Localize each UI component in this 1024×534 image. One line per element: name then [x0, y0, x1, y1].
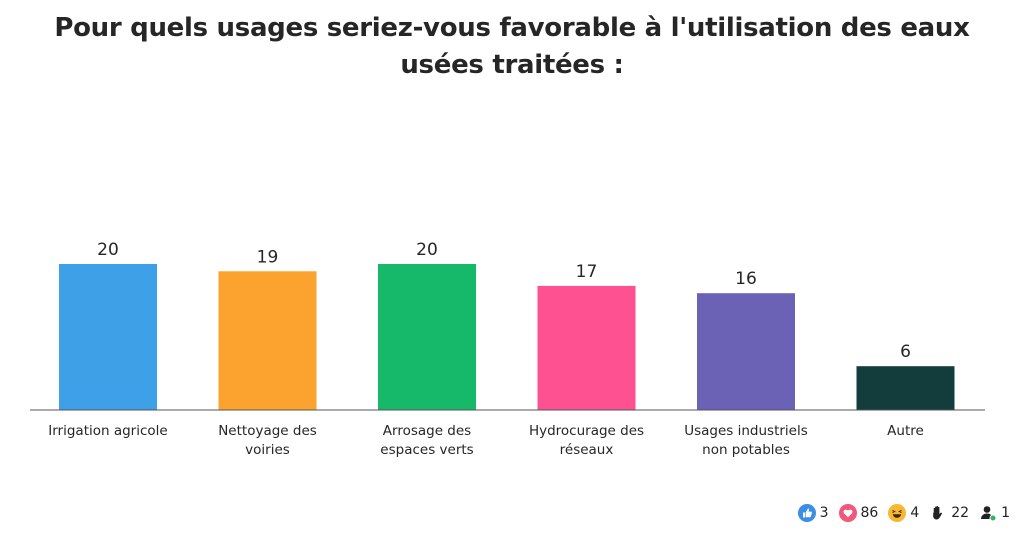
category-label: Irrigation agricole [48, 423, 167, 439]
category-label-line: espaces verts [380, 442, 473, 458]
category-label-line: Arrosage des [383, 423, 471, 439]
laughs-stat[interactable]: 4 [888, 504, 919, 522]
likes-stat[interactable]: 3 [797, 504, 829, 522]
chart-title: Pour quels usages seriez-vous favorable … [54, 13, 970, 80]
hearts-stat[interactable]: 86 [838, 504, 879, 522]
bar-value-label: 20 [97, 240, 119, 260]
likes-count: 3 [819, 505, 829, 521]
bar-4 [697, 293, 795, 410]
bar-value-label: 19 [257, 247, 279, 267]
category-label: Arrosage des espaces verts [380, 423, 473, 458]
bar-5 [856, 366, 955, 410]
bar-2 [378, 264, 476, 410]
hearts-count: 86 [860, 505, 879, 521]
thumbs-up-icon [797, 504, 816, 522]
bar-value-label: 17 [576, 262, 598, 282]
category-label-line: Nettoyage des [218, 423, 317, 439]
bar-value-label: 16 [735, 269, 757, 289]
category-label: Hydrocurage des réseaux [529, 423, 644, 458]
category-label-line: Irrigation agricole [48, 423, 167, 439]
bar-value-label: 20 [416, 240, 438, 260]
laughing-face-icon [888, 504, 907, 522]
category-label-line: non potables [702, 442, 790, 458]
participant-icon [979, 504, 997, 522]
category-label-line: réseaux [560, 442, 614, 458]
hands-stat[interactable]: 22 [929, 504, 969, 522]
participants-stat[interactable]: 1 [979, 504, 1010, 522]
category-label-line: Autre [887, 423, 924, 439]
bar-value-label: 6 [900, 342, 911, 362]
bar-1 [218, 271, 317, 410]
raised-hand-icon [929, 504, 947, 522]
laughs-count: 4 [910, 505, 920, 521]
heart-icon [838, 504, 857, 522]
reaction-bar: 3 86 4 22 1 [797, 504, 1010, 522]
category-label-line: voiries [245, 442, 290, 458]
category-label: Nettoyage des voiries [218, 423, 317, 458]
bar-3 [537, 285, 636, 410]
bar-0 [59, 264, 157, 410]
category-label-line: Hydrocurage des [529, 423, 644, 439]
category-label-line: Usages industriels [684, 423, 808, 439]
category-label: Usages industriels non potables [684, 423, 808, 458]
participants-count: 1 [1001, 505, 1010, 521]
hands-count: 22 [951, 505, 970, 521]
category-label: Autre [887, 423, 924, 439]
